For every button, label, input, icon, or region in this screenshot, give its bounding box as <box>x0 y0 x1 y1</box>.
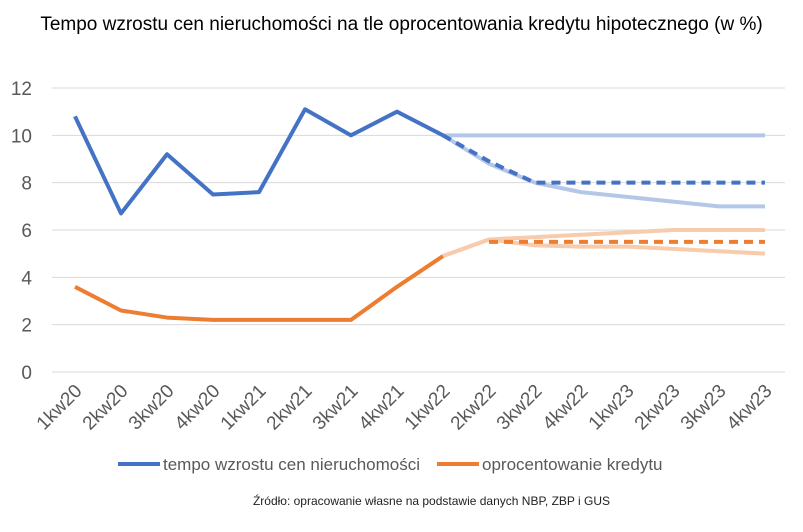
x-tick-label: 4kw23 <box>723 381 777 435</box>
x-tick-label: 3kw22 <box>493 381 547 435</box>
x-tick-label: 3kw20 <box>125 381 179 435</box>
x-tick-label: 1kw22 <box>401 381 455 435</box>
x-tick-label: 4kw22 <box>539 381 593 435</box>
x-tick-label: 2kw23 <box>631 381 685 435</box>
x-tick-label: 3kw21 <box>309 381 363 435</box>
y-tick-label: 4 <box>21 268 32 289</box>
series-line-2 <box>441 133 765 209</box>
y-tick-label: 2 <box>21 316 32 337</box>
y-tick-label: 10 <box>11 126 32 147</box>
x-tick-label: 4kw20 <box>171 381 225 435</box>
y-tick-label: 0 <box>21 363 32 384</box>
x-tick-label: 2kw21 <box>263 381 317 435</box>
x-tick-label: 3kw23 <box>677 381 731 435</box>
series-line-3 <box>442 133 765 185</box>
x-tick-label: 1kw21 <box>217 381 271 435</box>
x-tick-label: 1kw20 <box>33 381 87 435</box>
chart-title: Tempo wzrostu cen nieruchomości na tle o… <box>40 14 763 35</box>
legend-label: tempo wzrostu cen nieruchomości <box>163 455 420 474</box>
series-line-0 <box>73 107 444 216</box>
y-tick-label: 12 <box>11 79 32 100</box>
y-tick-label: 6 <box>21 221 32 242</box>
source-note: Źródło: opracowanie własne na podstawie … <box>252 494 611 508</box>
x-tick-label: 2kw22 <box>447 381 501 435</box>
x-tick-label: 4kw21 <box>355 381 409 435</box>
series-line-4 <box>74 254 445 322</box>
x-tick-label: 1kw23 <box>585 381 639 435</box>
y-tick-label: 8 <box>21 174 32 195</box>
x-tick-label: 2kw20 <box>79 381 133 435</box>
legend-label: oprocentowanie kredytu <box>482 455 663 474</box>
